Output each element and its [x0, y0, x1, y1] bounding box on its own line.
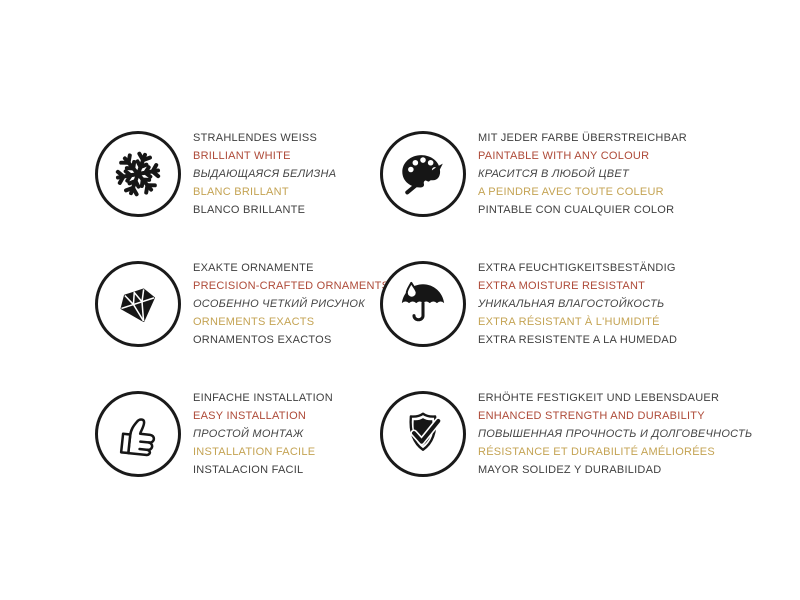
umbrella-icon: [380, 261, 466, 347]
thumbs-up-icon: [95, 391, 181, 477]
feature-line-en: PRECISION-CRAFTED ORNAMENTS: [193, 280, 390, 292]
feature-line-es: EXTRA RESISTENTE A LA HUMEDAD: [478, 334, 678, 346]
feature-text-block: EXTRA FEUCHTIGKEITSBESTÄNDIG EXTRA MOIST…: [478, 259, 677, 349]
feature-line-ru: КРАСИТСЯ В ЛЮБОЙ ЦВЕТ: [478, 168, 629, 180]
feature-line-en: EXTRA MOISTURE RESISTANT: [478, 280, 646, 292]
feature-line-es: ORNAMENTOS EXACTOS: [193, 334, 332, 346]
feature-line-ru: ПОВЫШЕННАЯ ПРОЧНОСТЬ И ДОЛГОВЕЧНОСТЬ: [478, 428, 753, 440]
feature-brilliant-white: STRAHLENDES WEISS BRILLIANT WHITE ВЫДАЮЩ…: [95, 129, 380, 219]
feature-line-fr: INSTALLATION FACILE: [193, 446, 316, 458]
diamond-icon: [95, 261, 181, 347]
snowflake-icon: [95, 131, 181, 217]
feature-text-block: ERHÖHTE FESTIGKEIT UND LEBENSDAUER ENHAN…: [478, 389, 752, 479]
feature-line-de: EXAKTE ORNAMENTE: [193, 262, 314, 274]
feature-line-fr: EXTRA RÉSISTANT À L'HUMIDITÉ: [478, 316, 660, 328]
features-grid: STRAHLENDES WEISS BRILLIANT WHITE ВЫДАЮЩ…: [95, 129, 752, 479]
feature-text-block: MIT JEDER FARBE ÜBERSTREICHBAR PAINTABLE…: [478, 129, 687, 219]
feature-line-en: PAINTABLE WITH ANY COLOUR: [478, 150, 650, 162]
feature-line-de: STRAHLENDES WEISS: [193, 132, 318, 144]
feature-line-en: EASY INSTALLATION: [193, 410, 307, 422]
feature-line-es: INSTALACION FACIL: [193, 464, 304, 476]
paint-palette-icon: [380, 131, 466, 217]
feature-ornaments: EXAKTE ORNAMENTE PRECISION-CRAFTED ORNAM…: [95, 259, 389, 349]
feature-durability: ERHÖHTE FESTIGKEIT UND LEBENSDAUER ENHAN…: [380, 389, 752, 479]
feature-line-de: EINFACHE INSTALLATION: [193, 392, 333, 404]
feature-paintable: MIT JEDER FARBE ÜBERSTREICHBAR PAINTABLE…: [380, 129, 720, 219]
feature-line-ru: ОСОБЕННО ЧЕТКИЙ РИСУНОК: [193, 298, 365, 310]
feature-line-ru: ПРОСТОЙ МОНТАЖ: [193, 428, 304, 440]
feature-line-en: BRILLIANT WHITE: [193, 150, 291, 162]
feature-text-block: EXAKTE ORNAMENTE PRECISION-CRAFTED ORNAM…: [193, 259, 389, 349]
feature-line-es: MAYOR SOLIDEZ Y DURABILIDAD: [478, 464, 662, 476]
feature-line-fr: RÉSISTANCE ET DURABILITÉ AMÉLIORÉES: [478, 446, 715, 458]
feature-text-block: STRAHLENDES WEISS BRILLIANT WHITE ВЫДАЮЩ…: [193, 129, 336, 219]
feature-line-de: EXTRA FEUCHTIGKEITSBESTÄNDIG: [478, 262, 676, 274]
feature-line-ru: УНИКАЛЬНАЯ ВЛАГОСТОЙКОСТЬ: [478, 298, 665, 310]
feature-text-block: EINFACHE INSTALLATION EASY INSTALLATION …: [193, 389, 333, 479]
feature-line-fr: ORNEMENTS EXACTS: [193, 316, 315, 328]
feature-easy-installation: EINFACHE INSTALLATION EASY INSTALLATION …: [95, 389, 380, 479]
feature-line-fr: A PEINDRE AVEC TOUTE COLEUR: [478, 186, 664, 198]
feature-line-en: ENHANCED STRENGTH AND DURABILITY: [478, 410, 705, 422]
feature-moisture-resistant: EXTRA FEUCHTIGKEITSBESTÄNDIG EXTRA MOIST…: [380, 259, 720, 349]
feature-line-es: BLANCO BRILLANTE: [193, 204, 306, 216]
feature-line-de: ERHÖHTE FESTIGKEIT UND LEBENSDAUER: [478, 392, 720, 404]
feature-line-fr: BLANC BRILLANT: [193, 186, 289, 198]
shield-check-icon: [380, 391, 466, 477]
feature-line-de: MIT JEDER FARBE ÜBERSTREICHBAR: [478, 132, 687, 144]
feature-line-es: PINTABLE CON CUALQUIER COLOR: [478, 204, 675, 216]
feature-line-ru: ВЫДАЮЩАЯСЯ БЕЛИЗНА: [193, 168, 337, 180]
